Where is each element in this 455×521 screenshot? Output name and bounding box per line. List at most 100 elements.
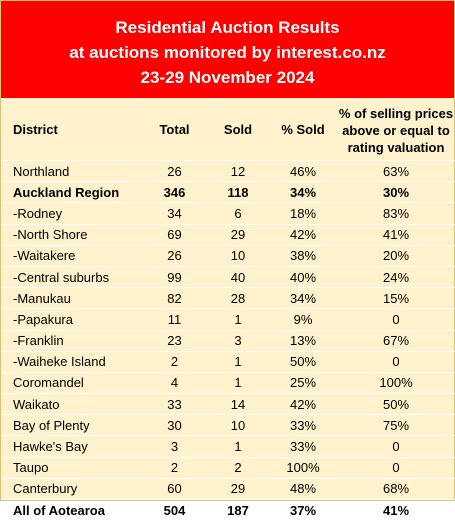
- sold-cell: 1: [206, 372, 270, 395]
- table-row: Canterbury 60 29 48% 68%: [1, 478, 455, 501]
- pct-above-valuation-cell: 20%: [336, 245, 455, 267]
- sold-cell: 29: [206, 478, 270, 501]
- district-cell: Auckland Region: [1, 181, 143, 204]
- total-cell: 2: [143, 351, 206, 373]
- sold-cell: 28: [206, 287, 270, 310]
- table-row: Auckland Region 346 118 34% 30%: [1, 181, 455, 204]
- table-row: -Rodney 34 6 18% 83%: [1, 202, 455, 225]
- pct-above-valuation-cell: 0: [336, 308, 455, 331]
- pct-sold-cell: 25%: [270, 372, 336, 395]
- total-cell: 504: [143, 499, 206, 521]
- results-table: District Total Sold % Sold % of selling …: [1, 98, 455, 521]
- district-cell: -Waiheke Island: [1, 351, 143, 373]
- pct-sold-cell: 34%: [270, 181, 336, 204]
- district-cell: Canterbury: [1, 478, 143, 501]
- district-cell: Northland: [1, 160, 143, 183]
- pct-above-valuation-cell: 67%: [336, 330, 455, 352]
- pct-above-valuation-cell: 30%: [336, 181, 455, 204]
- sold-cell: 2: [206, 457, 270, 479]
- table-row: -Papakura 11 1 9% 0: [1, 308, 455, 331]
- total-cell: 11: [143, 308, 206, 331]
- pct-sold-cell: 40%: [270, 266, 336, 289]
- total-cell: 69: [143, 224, 206, 246]
- sold-cell: 10: [206, 414, 270, 437]
- sold-cell: 6: [206, 202, 270, 225]
- table-row: All of Aotearoa 504 187 37% 41%: [1, 499, 455, 521]
- table-row: Taupo 2 2 100% 0: [1, 457, 455, 479]
- total-cell: 34: [143, 202, 206, 225]
- pct-above-valuation-cell: 41%: [336, 224, 455, 246]
- district-cell: -Waitakere: [1, 245, 143, 267]
- pct-sold-cell: 42%: [270, 393, 336, 416]
- district-cell: Taupo: [1, 457, 143, 479]
- district-cell: All of Aotearoa: [1, 499, 143, 521]
- table-row: -Central suburbs 99 40 40% 24%: [1, 266, 455, 289]
- pct-above-valuation-cell: 83%: [336, 202, 455, 225]
- column-header-district: District: [1, 98, 143, 161]
- district-cell: Bay of Plenty: [1, 414, 143, 437]
- table-row: Coromandel 4 1 25% 100%: [1, 372, 455, 395]
- pct-sold-cell: 13%: [270, 330, 336, 352]
- pct-sold-cell: 34%: [270, 287, 336, 310]
- table-row: -Franklin 23 3 13% 67%: [1, 330, 455, 352]
- column-header-pct-above-valuation: % of selling prices above or equal to ra…: [336, 98, 455, 161]
- sold-cell: 118: [206, 181, 270, 204]
- pct-above-valuation-cell: 50%: [336, 393, 455, 416]
- pct-above-valuation-cell: 41%: [336, 499, 455, 521]
- title-line-1: Residential Auction Results: [115, 18, 340, 37]
- pct-above-valuation-cell: 15%: [336, 287, 455, 310]
- sold-cell: 40: [206, 266, 270, 289]
- table-row: -Waitakere 26 10 38% 20%: [1, 245, 455, 267]
- total-cell: 60: [143, 478, 206, 501]
- district-cell: -Papakura: [1, 308, 143, 331]
- total-cell: 2: [143, 457, 206, 479]
- sold-cell: 1: [206, 351, 270, 373]
- sold-cell: 1: [206, 308, 270, 331]
- pct-sold-cell: 33%: [270, 414, 336, 437]
- pct-sold-cell: 9%: [270, 308, 336, 331]
- title-date: 23-29 November 2024: [140, 68, 315, 87]
- sold-cell: 14: [206, 393, 270, 416]
- total-cell: 99: [143, 266, 206, 289]
- column-header-sold: Sold: [206, 98, 270, 161]
- pct-sold-cell: 38%: [270, 245, 336, 267]
- district-cell: -Rodney: [1, 202, 143, 225]
- sold-cell: 29: [206, 224, 270, 246]
- district-cell: -Manukau: [1, 287, 143, 310]
- district-cell: Waikato: [1, 393, 143, 416]
- district-cell: -Franklin: [1, 330, 143, 352]
- total-cell: 3: [143, 435, 206, 458]
- pct-sold-cell: 100%: [270, 457, 336, 479]
- total-cell: 26: [143, 160, 206, 183]
- table-row: -Waiheke Island 2 1 50% 0: [1, 351, 455, 373]
- pct-above-valuation-cell: 0: [336, 351, 455, 373]
- sold-cell: 187: [206, 499, 270, 521]
- pct-above-valuation-cell: 0: [336, 457, 455, 479]
- table-row: Bay of Plenty 30 10 33% 75%: [1, 414, 455, 437]
- pct-above-valuation-cell: 24%: [336, 266, 455, 289]
- district-cell: Hawke's Bay: [1, 435, 143, 458]
- title-banner: Residential Auction Results at auctions …: [1, 1, 454, 98]
- table-row: Northland 26 12 46% 63%: [1, 160, 455, 183]
- pct-above-valuation-cell: 100%: [336, 372, 455, 395]
- total-cell: 33: [143, 393, 206, 416]
- district-cell: Coromandel: [1, 372, 143, 395]
- total-cell: 26: [143, 245, 206, 267]
- pct-sold-cell: 48%: [270, 478, 336, 501]
- district-cell: -North Shore: [1, 224, 143, 246]
- total-cell: 4: [143, 372, 206, 395]
- pct-above-valuation-cell: 0: [336, 435, 455, 458]
- table-header-row: District Total Sold % Sold % of selling …: [1, 98, 455, 161]
- table-row: Hawke's Bay 3 1 33% 0: [1, 435, 455, 458]
- sold-cell: 12: [206, 160, 270, 183]
- pct-sold-cell: 33%: [270, 435, 336, 458]
- table-row: Waikato 33 14 42% 50%: [1, 393, 455, 416]
- total-cell: 346: [143, 181, 206, 204]
- pct-sold-cell: 50%: [270, 351, 336, 373]
- pct-above-valuation-cell: 63%: [336, 160, 455, 183]
- total-cell: 23: [143, 330, 206, 352]
- column-header-pct-sold: % Sold: [270, 98, 336, 161]
- table-body: Northland 26 12 46% 63% Auckland Region 346 118…: [1, 160, 455, 521]
- title-line-2: at auctions monitored by interest.co.nz: [69, 43, 386, 62]
